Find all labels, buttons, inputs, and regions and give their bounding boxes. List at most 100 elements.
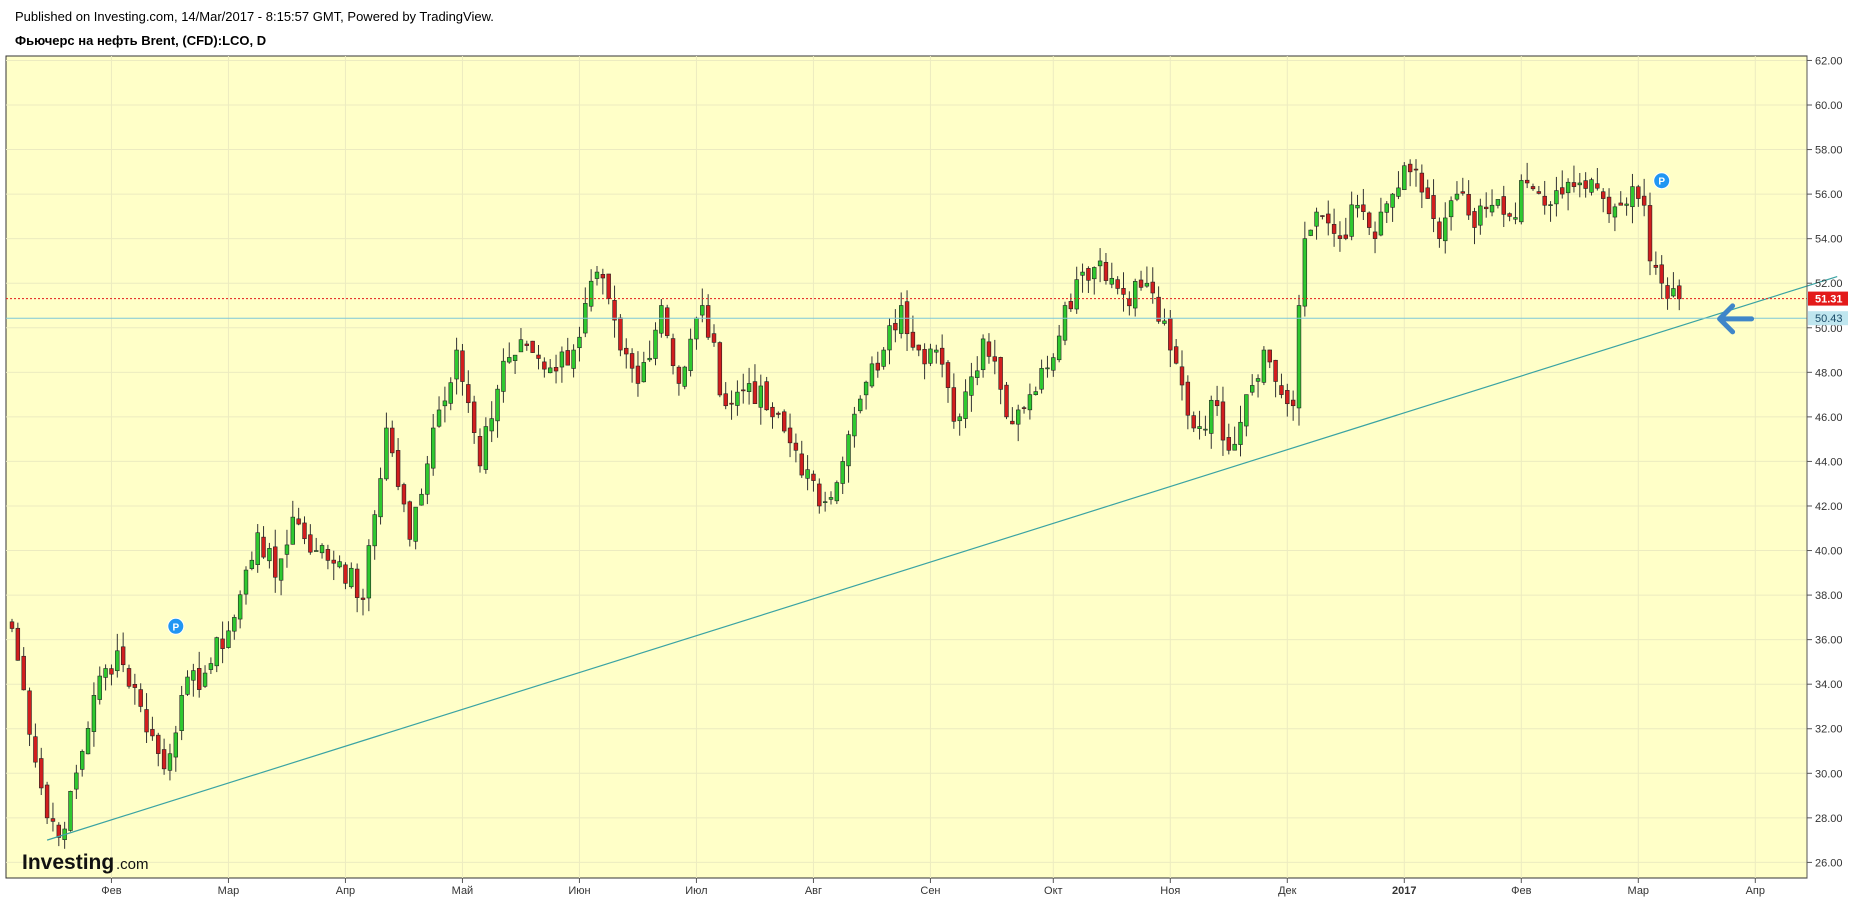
candle [460,343,465,396]
candle [1255,374,1261,398]
candle [1402,162,1407,191]
candle [624,338,629,369]
candle [91,682,97,747]
candle [1548,201,1553,222]
candle [68,790,73,832]
candle [115,633,120,678]
candle [1267,349,1272,369]
candle [425,455,430,505]
candle [197,651,202,698]
candle [893,309,898,343]
candle [27,687,32,747]
candle [97,666,102,705]
candle [1173,339,1179,365]
candle [928,343,933,367]
candle [1162,308,1167,326]
candle [273,529,278,593]
candle [1092,266,1097,295]
candle [1039,359,1044,394]
candle [1565,178,1571,211]
candle [138,683,143,713]
candle [1554,176,1559,217]
candle [232,614,237,640]
candle [109,664,114,686]
x-tick-label: Июн [568,885,590,897]
candle [1086,266,1091,294]
candle [1647,192,1653,276]
candle [992,339,998,375]
p-marker-icon[interactable]: P [167,617,185,635]
p-marker-icon[interactable]: P [1653,172,1671,190]
y-tick-label: 58.00 [1815,145,1843,157]
candle [547,359,553,374]
candle [1413,159,1419,187]
candle [1285,383,1290,417]
candle [770,402,775,429]
candle [290,500,295,545]
candle [729,390,734,420]
candle [1051,353,1056,377]
logo-brand: Investing [22,851,114,874]
candle [512,354,518,374]
candle [296,507,301,526]
candle [764,376,769,411]
candle [1220,386,1226,456]
candle [501,348,506,403]
candle [1484,192,1489,218]
candle [875,351,881,378]
candle [132,673,138,705]
candle [9,618,15,633]
candle [1033,386,1038,396]
candle [214,636,219,673]
y-tick-label: 26.00 [1815,857,1843,869]
logo-suffix: .com [116,856,149,873]
level-badge [1808,311,1848,326]
candle [1571,165,1577,193]
candle [1109,262,1115,289]
candle [1326,200,1331,236]
candle [1589,177,1594,196]
y-tick-label: 30.00 [1815,768,1843,780]
candle [103,664,108,691]
level-label: 50.43 [1815,313,1843,325]
candle [419,488,424,506]
candle [1179,350,1185,401]
x-tick-label: Ноя [1160,885,1180,897]
candle [466,370,471,413]
trendline[interactable] [46,275,1838,841]
candle [711,324,717,347]
candle [612,285,617,338]
candle [1138,270,1144,291]
candle [629,348,635,383]
y-tick-label: 28.00 [1815,813,1843,825]
candle [1443,202,1448,254]
x-tick-label: Мар [1628,885,1650,897]
candle [957,413,962,436]
candle [1384,201,1389,224]
published-caption: Published on Investing.com, 14/Mar/2017 … [15,9,494,24]
candle [1396,171,1401,200]
candle [1630,173,1635,224]
candle [1624,197,1629,216]
candle [413,506,418,550]
candle [39,747,44,795]
candle [705,294,711,340]
y-tick-label: 48.00 [1815,367,1843,379]
candle [278,558,284,596]
candle [220,621,225,664]
candle [202,665,208,688]
candle [1127,291,1132,316]
candle [495,384,500,438]
candle [559,346,565,383]
y-tick-label: 60.00 [1815,100,1843,112]
candle [846,430,851,483]
candle [1191,411,1196,433]
candle [208,657,214,675]
grid-lines [6,56,1807,878]
candle [1150,267,1155,304]
candle [237,590,243,629]
candle [518,328,524,353]
candle [483,417,489,474]
candle [156,732,161,767]
